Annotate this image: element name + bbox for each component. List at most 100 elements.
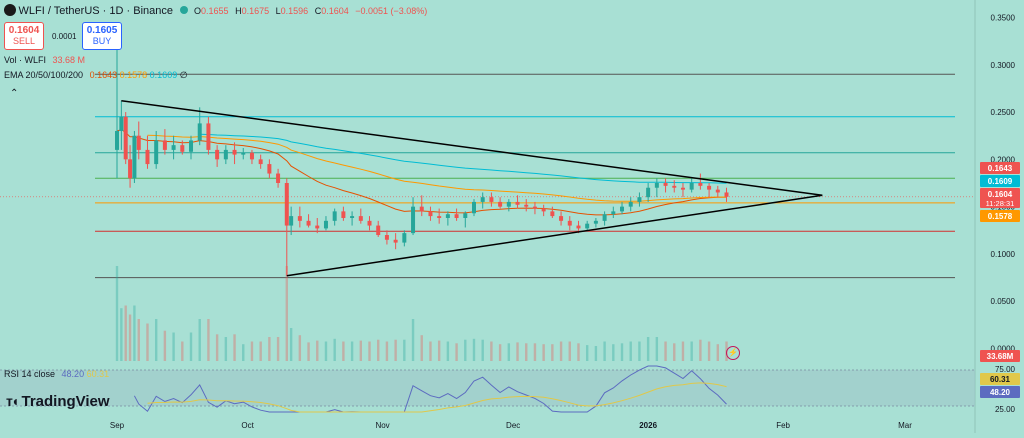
ohlc-c: 0.1604 bbox=[321, 6, 349, 16]
candle-11 bbox=[189, 140, 194, 152]
tradingview-logo-icon: ᴛ◖ bbox=[6, 393, 19, 409]
volume-bar-40 bbox=[437, 340, 441, 361]
volume-bar-16 bbox=[233, 334, 236, 361]
candle-30 bbox=[350, 216, 355, 218]
volume-bar-68 bbox=[681, 341, 685, 361]
candle-38 bbox=[419, 206, 424, 212]
candle-55 bbox=[567, 220, 572, 226]
candle-58 bbox=[593, 220, 598, 224]
ohlc-h: 0.1675 bbox=[241, 6, 270, 16]
collapse-chevron-icon[interactable]: ⌃ bbox=[10, 88, 19, 99]
volume-bar-7 bbox=[154, 319, 158, 361]
candle-21 bbox=[276, 173, 281, 183]
rsi-value: 48.20 bbox=[61, 369, 85, 379]
candle-31 bbox=[358, 216, 363, 221]
candle-12 bbox=[197, 123, 202, 141]
x-tick-label-6: Mar bbox=[898, 421, 912, 430]
candle-32 bbox=[367, 220, 372, 226]
volume-legend: Vol · WLFI 33.68 M bbox=[4, 55, 85, 65]
ema100-line bbox=[199, 133, 727, 184]
volume-bar-8 bbox=[163, 330, 167, 361]
rsi-ma-value: 60.31 bbox=[86, 369, 110, 379]
candle-8 bbox=[162, 140, 167, 150]
y-tick-label-7: 0.0000 bbox=[991, 345, 1016, 354]
volume-bar-48 bbox=[507, 343, 511, 361]
candle-13 bbox=[206, 123, 211, 150]
ema50-line bbox=[147, 134, 727, 202]
market-open-icon bbox=[179, 6, 188, 14]
price-label-bg-0 bbox=[980, 162, 1020, 174]
tradingview-logo: ᴛ◖ TradingView bbox=[6, 393, 110, 410]
sell-button[interactable]: 0.1604 SELL bbox=[4, 22, 44, 50]
candle-28 bbox=[332, 211, 337, 221]
candle-62 bbox=[628, 201, 633, 207]
candle-54 bbox=[559, 216, 564, 221]
y-tick-label-3: 0.2000 bbox=[991, 155, 1016, 164]
candle-52 bbox=[541, 208, 546, 212]
volume-bar-58 bbox=[594, 346, 598, 361]
candle-19 bbox=[258, 159, 263, 165]
rsi-tick-label-1: 25.00 bbox=[995, 405, 1016, 414]
ohlc-c-label: C bbox=[314, 6, 322, 16]
price-label-0: 0.1643 bbox=[988, 164, 1013, 173]
volume-bar-61 bbox=[620, 343, 624, 361]
x-tick-label-2: Nov bbox=[375, 421, 389, 430]
ema20-line bbox=[116, 129, 727, 216]
candle-36 bbox=[402, 233, 407, 243]
rsi-band bbox=[0, 370, 975, 406]
volume-bar-37 bbox=[411, 319, 415, 361]
volume-bar-43 bbox=[464, 339, 467, 361]
lightning-icon[interactable]: ⚡ bbox=[726, 346, 740, 360]
trendline-0 bbox=[121, 99, 823, 197]
volume-bar-59 bbox=[603, 341, 606, 361]
candle-60 bbox=[611, 211, 616, 215]
candle-7 bbox=[154, 140, 159, 165]
candle-41 bbox=[445, 214, 450, 218]
candle-48 bbox=[506, 201, 511, 207]
volume-bar-51 bbox=[533, 343, 537, 361]
ohlc-o-label: O bbox=[194, 6, 202, 16]
y-tick-label-0: 0.3500 bbox=[991, 13, 1016, 22]
candle-42 bbox=[454, 214, 459, 218]
candle-72 bbox=[715, 189, 720, 193]
candle-29 bbox=[341, 211, 346, 218]
candle-67 bbox=[672, 185, 677, 188]
candle-39 bbox=[428, 211, 433, 217]
volume-bar-46 bbox=[490, 341, 493, 361]
ema-legend: EMA 20/50/100/200 0.1643 0.1578 0.1609 ∅ bbox=[4, 70, 188, 81]
candle-51 bbox=[532, 206, 537, 209]
volume-legend-value: 33.68 M bbox=[52, 55, 86, 65]
ohlc-change: −0.0051 (−3.08%) bbox=[355, 6, 428, 16]
ema50-value: 0.1578 bbox=[119, 70, 148, 80]
ohlc-o: 0.1655 bbox=[201, 6, 229, 16]
candle-4 bbox=[132, 135, 137, 179]
volume-bar-65 bbox=[655, 337, 659, 361]
rsi-ma-line bbox=[147, 382, 727, 413]
candle-69 bbox=[689, 183, 694, 190]
x-tick-label-4: 2026 bbox=[639, 421, 657, 430]
volume-bar-54 bbox=[559, 341, 563, 361]
candle-56 bbox=[576, 225, 581, 229]
volume-bar-32 bbox=[368, 341, 371, 361]
volume-bar-69 bbox=[690, 341, 693, 361]
volume-bar-6 bbox=[146, 323, 149, 361]
candle-59 bbox=[602, 214, 607, 221]
buy-button[interactable]: 0.1605 BUY bbox=[82, 22, 122, 50]
candle-15 bbox=[223, 149, 228, 160]
ema100-value: 0.1609 bbox=[149, 70, 178, 80]
x-tick-label-1: Oct bbox=[241, 421, 254, 430]
volume-bar-42 bbox=[455, 343, 458, 361]
rsi-legend: RSI 14 close 48.20 60.31 bbox=[4, 369, 109, 379]
candle-43 bbox=[463, 213, 468, 218]
rsi-label-bg-0 bbox=[980, 373, 1020, 385]
tradingview-logo-text: TradingView bbox=[21, 393, 110, 410]
candle-37 bbox=[411, 206, 416, 234]
candle-0 bbox=[115, 130, 119, 150]
volume-axis-label: 33.68M bbox=[987, 352, 1014, 361]
rsi-line bbox=[133, 365, 727, 413]
volume-bar-67 bbox=[673, 343, 676, 361]
volume-bar-44 bbox=[472, 338, 476, 361]
candle-34 bbox=[384, 235, 389, 240]
candle-50 bbox=[524, 204, 529, 207]
candle-35 bbox=[393, 239, 398, 243]
